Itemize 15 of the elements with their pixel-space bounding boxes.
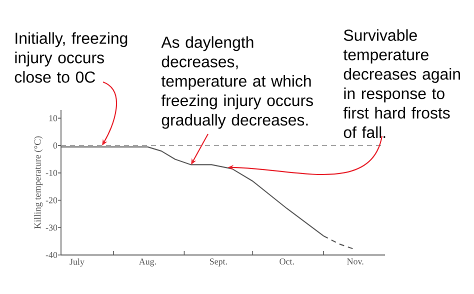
annotation: Initially, freezing injury occurs close to 0C — [14, 32, 128, 83]
y-axis-title: Killing temperature (°C) — [34, 136, 43, 229]
x-tick-label: Nov. — [347, 258, 364, 265]
y-tick-label: -20 — [46, 197, 58, 204]
x-tick-label: July — [70, 258, 84, 267]
y-tick-label: 0 — [53, 142, 58, 149]
annotation: As daylength decreases, temperature at which freezing injury occurs gradually decreases. — [161, 36, 313, 129]
y-tick-label: -10 — [46, 170, 58, 176]
annotation: Survivable temperature decreases again in response to first hard frosts of fall. — [343, 29, 460, 138]
x-tick-label: Oct. — [280, 258, 294, 265]
x-tick-label: Sept. — [210, 258, 227, 266]
y-tick-label: -30 — [46, 224, 58, 231]
y-tick-label: 10 — [49, 115, 58, 122]
x-tick-label: Aug. — [138, 258, 156, 266]
y-tick-label: -40 — [46, 252, 58, 258]
